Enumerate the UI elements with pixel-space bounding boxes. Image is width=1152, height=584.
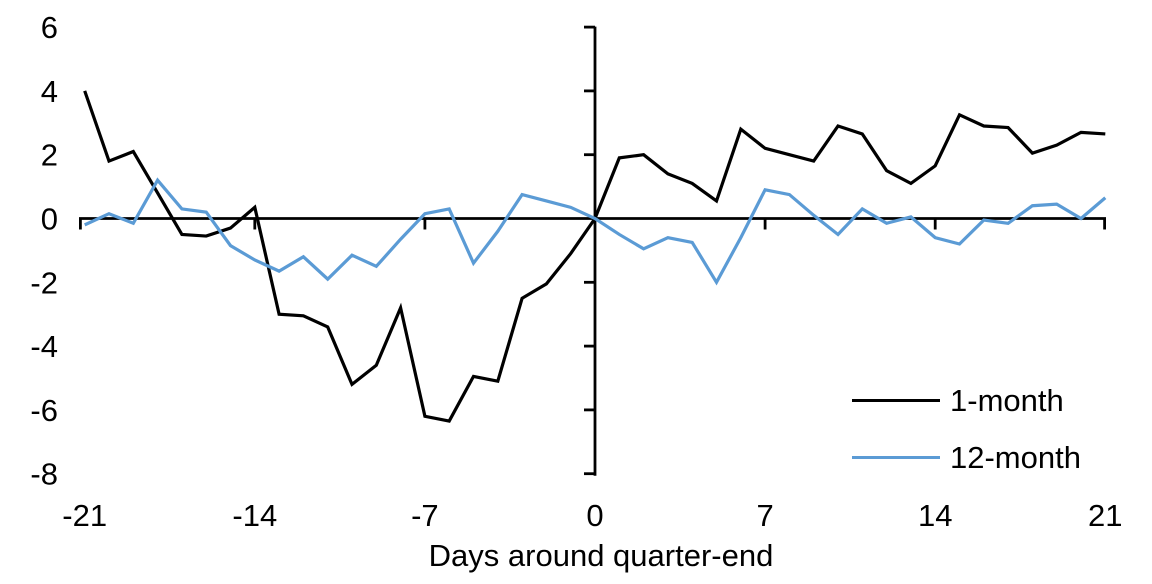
x-tick-label: -7	[411, 498, 439, 533]
x-tick-label: 21	[1088, 498, 1122, 533]
legend-label-12-month: 12-month	[950, 440, 1081, 475]
y-tick-label: -8	[30, 457, 58, 492]
y-tick-label: -6	[30, 393, 58, 428]
y-tick-label: -2	[30, 265, 58, 300]
x-tick-label: -14	[232, 498, 277, 533]
legend: 1-month 12-month	[852, 384, 1081, 498]
legend-item-1-month: 1-month	[852, 384, 1081, 417]
x-tick-label: -21	[62, 498, 107, 533]
x-tick-label: 14	[918, 498, 952, 533]
legend-line-swatch-12-month	[852, 456, 940, 459]
legend-label-1-month: 1-month	[950, 383, 1064, 418]
legend-item-12-month: 12-month	[852, 441, 1081, 474]
x-tick-label: 0	[586, 498, 603, 533]
x-tick-label: 7	[756, 498, 773, 533]
y-tick-label: 2	[41, 138, 58, 173]
y-tick-label: 0	[41, 202, 58, 237]
series-line-12-month	[84, 177, 1107, 286]
y-tick-label: 4	[41, 74, 58, 109]
x-axis-title: Days around quarter-end	[428, 538, 774, 573]
y-tick-label: 6	[41, 10, 58, 45]
y-tick-label: -4	[30, 329, 58, 364]
legend-line-swatch-1-month	[852, 399, 940, 402]
